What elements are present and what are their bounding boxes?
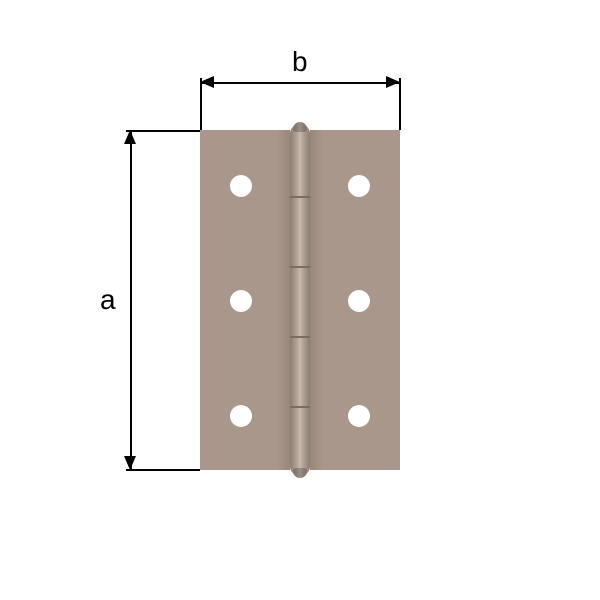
knuckle-pin-bottom xyxy=(293,468,307,478)
dim-a-ext-top xyxy=(126,130,200,132)
dim-a-line xyxy=(130,130,132,470)
knuckle-sep xyxy=(290,266,310,268)
diagram-canvas: b a xyxy=(0,0,600,600)
dim-b-line xyxy=(200,82,400,84)
screw-hole xyxy=(230,405,252,427)
dim-b-label: b xyxy=(292,46,308,78)
dim-a-ext-bottom xyxy=(126,469,200,471)
hinge-knuckle xyxy=(290,124,310,476)
dim-a-label: a xyxy=(100,284,116,316)
dim-a-arrow-top xyxy=(124,130,136,144)
screw-hole xyxy=(348,175,370,197)
dim-a-arrow-bottom xyxy=(124,456,136,470)
dim-b-arrow-left xyxy=(200,76,214,88)
knuckle-sep xyxy=(290,406,310,408)
screw-hole xyxy=(230,175,252,197)
dim-b-arrow-right xyxy=(386,76,400,88)
knuckle-sep xyxy=(290,336,310,338)
screw-hole xyxy=(230,290,252,312)
screw-hole xyxy=(348,290,370,312)
knuckle-sep xyxy=(290,196,310,198)
hinge xyxy=(200,130,400,470)
knuckle-pin-top xyxy=(293,122,307,132)
screw-hole xyxy=(348,405,370,427)
